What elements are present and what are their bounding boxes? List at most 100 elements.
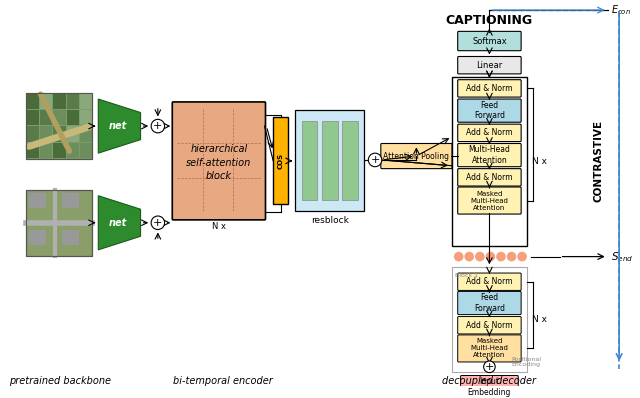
Text: $E_{con}$: $E_{con}$ xyxy=(611,3,632,17)
FancyBboxPatch shape xyxy=(458,335,521,362)
Text: decoupled decoder: decoupled decoder xyxy=(442,376,536,386)
Circle shape xyxy=(151,119,164,133)
Text: $S_{end}$: $S_{end}$ xyxy=(611,251,634,264)
Bar xyxy=(452,267,527,372)
Bar xyxy=(67,126,79,142)
Text: +: + xyxy=(153,121,163,131)
Text: Add & Norm: Add & Norm xyxy=(466,277,513,286)
Text: N x: N x xyxy=(532,157,547,166)
Text: Add & Norm: Add & Norm xyxy=(466,173,513,182)
Text: Add & Norm: Add & Norm xyxy=(466,129,513,137)
Polygon shape xyxy=(99,196,141,250)
Bar xyxy=(61,193,79,208)
Circle shape xyxy=(475,252,484,261)
Text: N x: N x xyxy=(532,315,547,324)
Bar xyxy=(26,126,38,142)
Bar xyxy=(40,110,52,125)
Circle shape xyxy=(369,153,382,167)
Bar xyxy=(26,190,92,256)
Text: COS: COS xyxy=(277,153,284,169)
Bar xyxy=(26,142,38,158)
Text: Masked
Multi-Head
Attention: Masked Multi-Head Attention xyxy=(470,191,508,211)
Bar xyxy=(40,126,52,142)
Text: Input
Embedding: Input Embedding xyxy=(468,377,511,397)
FancyBboxPatch shape xyxy=(458,169,521,186)
Bar xyxy=(53,93,65,109)
Circle shape xyxy=(465,252,474,261)
Bar xyxy=(80,126,93,142)
Circle shape xyxy=(507,252,516,261)
Circle shape xyxy=(486,252,495,261)
Text: Attention Pooling: Attention Pooling xyxy=(383,152,449,160)
FancyBboxPatch shape xyxy=(458,31,521,51)
FancyBboxPatch shape xyxy=(458,57,521,74)
Circle shape xyxy=(454,252,463,261)
Bar xyxy=(322,121,337,199)
Text: Softmax: Softmax xyxy=(472,37,507,45)
Bar xyxy=(26,93,92,159)
FancyBboxPatch shape xyxy=(458,99,521,122)
Bar xyxy=(29,193,46,208)
Text: Add & Norm: Add & Norm xyxy=(466,321,513,330)
Bar xyxy=(80,110,93,125)
Text: Positional
Encoding: Positional Encoding xyxy=(511,357,541,367)
Text: CAPTIONING: CAPTIONING xyxy=(446,14,533,27)
Bar xyxy=(53,142,65,158)
Text: net: net xyxy=(108,218,127,228)
Bar xyxy=(342,121,358,199)
Text: resblock: resblock xyxy=(311,217,349,225)
Text: Linear: Linear xyxy=(476,60,502,70)
Circle shape xyxy=(517,252,527,261)
FancyBboxPatch shape xyxy=(458,187,521,214)
Bar xyxy=(40,93,52,109)
Text: +: + xyxy=(371,155,380,165)
Bar xyxy=(67,93,79,109)
Circle shape xyxy=(151,216,164,230)
Polygon shape xyxy=(99,99,141,153)
Bar xyxy=(26,93,92,159)
Bar xyxy=(452,77,527,246)
Text: bi-temporal encoder: bi-temporal encoder xyxy=(173,376,273,386)
Bar xyxy=(26,190,92,256)
FancyBboxPatch shape xyxy=(458,316,521,334)
Text: pretrained backbone: pretrained backbone xyxy=(9,376,111,386)
Text: Add & Norm: Add & Norm xyxy=(466,84,513,93)
Text: net: net xyxy=(108,121,127,131)
Circle shape xyxy=(484,361,495,373)
Text: Feed
Forward: Feed Forward xyxy=(474,101,505,120)
Bar xyxy=(67,142,79,158)
Text: +: + xyxy=(484,362,494,372)
FancyBboxPatch shape xyxy=(172,102,266,220)
Bar xyxy=(26,110,38,125)
Bar xyxy=(80,93,93,109)
Bar xyxy=(26,93,38,109)
Text: Masked
Multi-Head
Attention: Masked Multi-Head Attention xyxy=(470,338,508,359)
FancyBboxPatch shape xyxy=(458,124,521,142)
FancyBboxPatch shape xyxy=(458,291,521,314)
Bar xyxy=(61,230,79,245)
Bar xyxy=(67,110,79,125)
FancyBboxPatch shape xyxy=(461,375,518,398)
Text: Multi-Head
Attention: Multi-Head Attention xyxy=(468,145,510,165)
Text: self-attention: self-attention xyxy=(186,158,252,168)
FancyBboxPatch shape xyxy=(458,80,521,97)
FancyBboxPatch shape xyxy=(381,144,452,169)
Bar xyxy=(80,142,93,158)
Text: Feed
Forward: Feed Forward xyxy=(474,293,505,313)
FancyBboxPatch shape xyxy=(458,273,521,291)
Bar xyxy=(273,117,287,205)
Text: hierarchical: hierarchical xyxy=(190,144,248,154)
Circle shape xyxy=(496,252,506,261)
Text: N x: N x xyxy=(212,222,226,231)
Bar xyxy=(40,142,52,158)
Text: Block 1: Block 1 xyxy=(455,273,478,278)
Bar xyxy=(53,126,65,142)
Bar xyxy=(295,110,365,211)
FancyBboxPatch shape xyxy=(458,144,521,167)
Text: CONTRASTIVE: CONTRASTIVE xyxy=(593,120,603,202)
Text: block: block xyxy=(206,172,232,181)
Bar xyxy=(302,121,317,199)
Text: +: + xyxy=(153,218,163,228)
Bar xyxy=(29,230,46,245)
Bar xyxy=(53,110,65,125)
